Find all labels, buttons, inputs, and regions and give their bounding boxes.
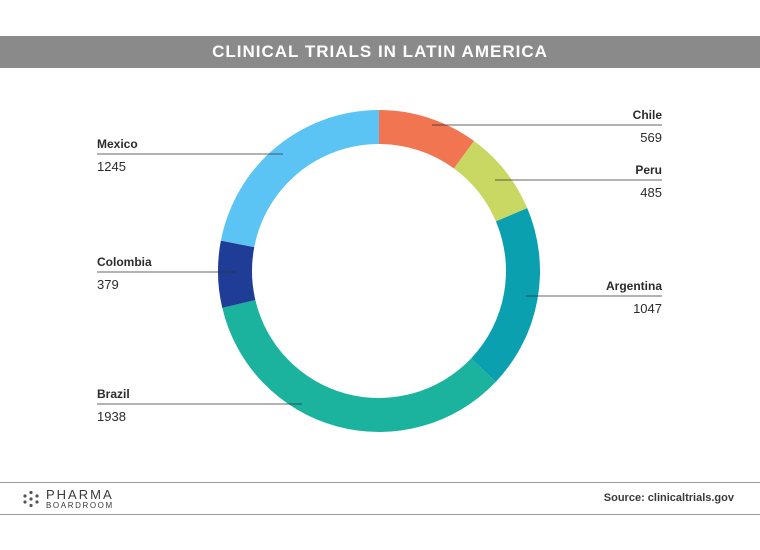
slice-brazil: [222, 300, 496, 432]
slice-peru: [453, 141, 528, 222]
label-name-mexico: Mexico: [97, 137, 138, 151]
label-value-mexico: 1245: [97, 159, 126, 174]
label-name-colombia: Colombia: [97, 255, 152, 269]
title-bar: CLINICAL TRIALS IN LATIN AMERICA: [0, 36, 760, 68]
logo-sub-text: BOARDROOM: [46, 501, 114, 510]
source-note: Source: clinicaltrials.gov: [603, 492, 734, 504]
label-value-peru: 485: [640, 185, 662, 200]
label-name-argentina: Argentina: [606, 279, 662, 293]
logo-dots-icon: [23, 490, 39, 508]
label-value-brazil: 1938: [97, 409, 126, 424]
label-name-chile: Chile: [633, 108, 663, 122]
chart-title: CLINICAL TRIALS IN LATIN AMERICA: [212, 42, 548, 61]
pharma-boardroom-logo: PHARMA BOARDROOM: [22, 488, 114, 510]
donut-chart: Chile 569 Peru 485 Argentina 1047 Brazil 1938 Co…: [97, 108, 663, 432]
slice-argentina: [471, 208, 540, 382]
footer-divider-bottom: [0, 514, 760, 515]
label-name-peru: Peru: [635, 163, 662, 177]
label-name-brazil: Brazil: [97, 387, 130, 401]
label-value-colombia: 379: [97, 277, 119, 292]
logo-main-text: PHARMA: [46, 487, 114, 502]
footer-divider-top: [0, 482, 760, 483]
label-value-chile: 569: [640, 130, 662, 145]
slice-colombia: [218, 240, 256, 308]
slice-mexico: [220, 110, 379, 248]
slice-chile: [379, 110, 475, 169]
label-value-argentina: 1047: [633, 301, 662, 316]
